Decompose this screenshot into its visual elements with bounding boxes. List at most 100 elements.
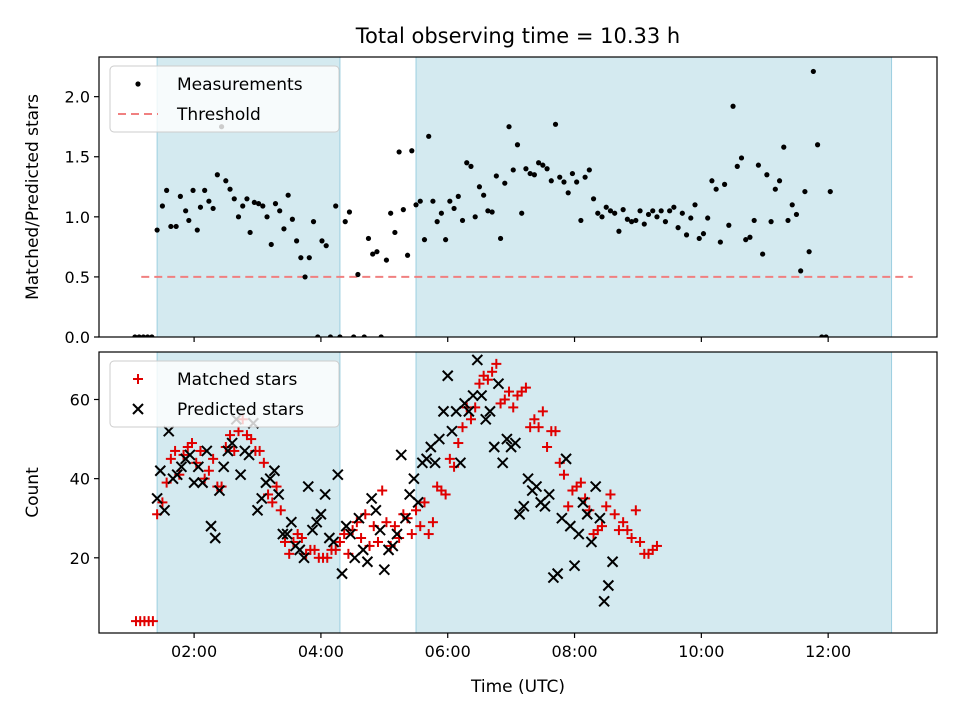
dot-point-128 [679, 210, 685, 216]
x-point-42-b [327, 536, 340, 548]
dot-point-19 [214, 172, 220, 178]
dot-point-102 [569, 170, 576, 177]
dot-point-162 [823, 334, 829, 337]
dot-point-105 [582, 174, 588, 180]
x-point-17 [222, 445, 234, 457]
dot-point-40 [302, 274, 308, 280]
x-point-100 [573, 528, 585, 540]
x-point-32-b [285, 516, 298, 528]
plus-point-30 [258, 457, 269, 468]
x-point-5 [171, 468, 183, 481]
dot-point-21 [223, 178, 229, 184]
x-point-17-b [222, 445, 234, 457]
plus-point-119 [635, 536, 646, 547]
x-point-9-b [188, 476, 200, 489]
x-point-69 [442, 370, 454, 382]
x-point-5-b [171, 468, 183, 481]
dot-point-156 [798, 268, 804, 274]
dot-point-13 [190, 187, 196, 193]
plus-point-17 [203, 465, 214, 476]
x-point-58-b [395, 449, 407, 461]
x-point-98-b [564, 520, 577, 532]
dot-point-132 [696, 235, 702, 242]
x-point-72-b [454, 457, 467, 469]
x-point-79 [484, 405, 496, 418]
dot-point-6 [159, 203, 166, 209]
dot-point-48 [337, 334, 343, 337]
chart-title: Total observing time = 10.33 h [355, 24, 680, 48]
x-point-43-b [332, 468, 344, 481]
x-point-18-b [226, 437, 238, 449]
plus-point-77 [457, 422, 468, 433]
dot-point-61 [396, 149, 402, 155]
dot-point-52 [355, 271, 361, 278]
y-axis-label: Count [23, 467, 43, 518]
dot-point-150 [772, 186, 778, 192]
plus-point-81 [474, 378, 485, 389]
dot-point-33 [272, 201, 279, 207]
x-point-18 [226, 437, 238, 449]
plus-point-78 [461, 402, 472, 413]
dot-point-91 [523, 166, 529, 172]
dot-point-15 [197, 204, 204, 210]
dot-point-46 [327, 334, 334, 337]
y-tick-label-4: 2.0 [65, 88, 90, 107]
dot-point-138 [721, 181, 728, 187]
dot-point-49 [342, 219, 348, 225]
x-point-34-b [294, 544, 306, 556]
plus-point-67 [415, 521, 426, 532]
x-point-92 [539, 500, 551, 513]
dot-point-26 [244, 196, 250, 202]
x-point-24-b [251, 504, 264, 517]
x-point-85 [509, 437, 522, 449]
dot-point-130 [688, 215, 694, 221]
x-point-66-b [429, 457, 441, 469]
dot-point-28 [251, 199, 257, 206]
plus-point-96 [537, 406, 548, 417]
dot-point-119 [641, 221, 647, 227]
dot-point-131 [692, 202, 698, 208]
dot-point-3 [145, 334, 151, 337]
dot-point-153 [785, 217, 791, 224]
x-point-88-b [522, 472, 534, 485]
plus-point-94 [529, 414, 540, 425]
dot-point-0 [132, 334, 138, 337]
x-point-58 [395, 449, 407, 461]
dot-point-31 [264, 214, 270, 220]
x-point-51 [365, 492, 378, 505]
dot-point-85 [497, 235, 504, 242]
x-point-13-b [205, 520, 217, 532]
x-point-107 [602, 579, 615, 592]
plus-point-15 [195, 445, 206, 456]
x-point-67-b [433, 433, 445, 445]
plus-point-11 [178, 449, 189, 460]
x-point-102-b [581, 508, 593, 520]
dot-point-135 [709, 178, 715, 184]
plus-point-74 [444, 453, 455, 464]
plus-point-57 [372, 536, 383, 547]
x-point-70 [446, 425, 458, 437]
plus-point-89 [508, 402, 519, 413]
x-point-16 [217, 461, 230, 473]
dot-point-67 [421, 237, 428, 243]
x-point-72 [454, 457, 467, 469]
x-point-0 [151, 492, 163, 505]
dot-point-38 [294, 238, 300, 244]
dot-point-81 [481, 192, 487, 198]
dot-point-115 [624, 216, 630, 222]
dot-point-83 [489, 209, 495, 215]
x-point-20 [234, 468, 247, 481]
x-point-38-b [310, 516, 323, 528]
legend-marker-predicted-b [132, 403, 144, 415]
dot-point-42 [310, 219, 317, 225]
dot-point-11 [183, 208, 189, 214]
x-point-57-b [391, 528, 403, 540]
x-point-52-b [370, 504, 382, 517]
plus-point-93 [525, 422, 536, 433]
legend-label-0: Measurements [177, 75, 303, 95]
x-point-36 [302, 480, 314, 493]
x-point-37 [306, 524, 319, 536]
dot-point-59 [388, 210, 394, 216]
x-point-48-b [353, 512, 365, 524]
plus-point-47 [330, 544, 341, 555]
